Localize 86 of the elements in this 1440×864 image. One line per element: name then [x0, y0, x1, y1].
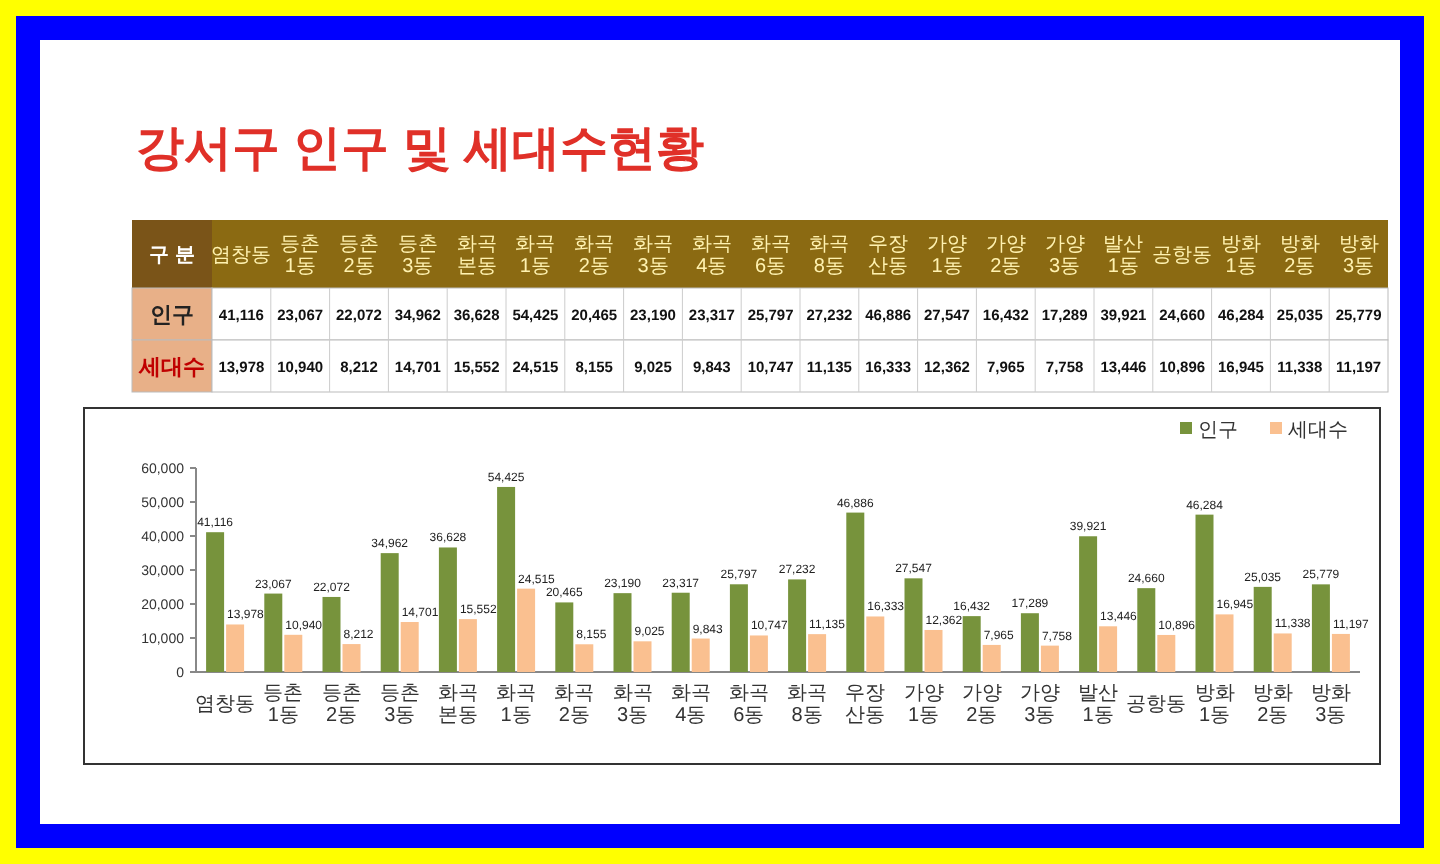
- x-tick-label: 방화1동: [1194, 683, 1235, 727]
- bar: [322, 596, 341, 672]
- category-label: 발산1동: [1103, 234, 1144, 278]
- bar: [1273, 633, 1292, 672]
- category-label: 가양3동: [1044, 234, 1085, 278]
- x-tick-label: 화곡3동: [612, 683, 653, 727]
- bar: [342, 644, 361, 672]
- bar: [206, 532, 225, 672]
- bar: [555, 602, 574, 672]
- bar: [729, 584, 748, 672]
- bar: [671, 592, 690, 672]
- bar: [438, 547, 457, 672]
- category-label: 등촌1동: [280, 234, 321, 278]
- x-tick-label: 방화2동: [1252, 683, 1293, 727]
- text: 인구: [150, 304, 194, 328]
- category-label: 화곡1동: [515, 234, 556, 278]
- category-label: 화곡4동: [691, 234, 732, 278]
- category-label: 방화2동: [1279, 234, 1320, 278]
- bar: [1157, 634, 1176, 672]
- x-tick-label: 등촌3동: [379, 683, 420, 727]
- category-label: 등촌2동: [339, 234, 379, 278]
- legend-label: 인구: [1198, 420, 1238, 442]
- x-tick-label: 화곡2동: [554, 683, 595, 727]
- category-label: 화곡본동: [456, 234, 497, 278]
- x-tick-label: 가양1동: [903, 683, 944, 727]
- text: 구 분: [149, 245, 195, 267]
- bar: [613, 593, 632, 672]
- x-tick-label: 가양3동: [1019, 683, 1060, 727]
- x-tick-label: 화곡4동: [670, 683, 711, 727]
- x-tick-label: 염창동: [195, 694, 256, 716]
- bar: [866, 616, 885, 672]
- legend-label: 세대수: [1288, 420, 1348, 442]
- text: 세대수: [139, 356, 205, 380]
- bar: [982, 644, 1001, 672]
- x-tick-label: 등촌2동: [321, 683, 362, 727]
- bar: [1215, 614, 1234, 672]
- bar: [1195, 514, 1214, 672]
- bar: [497, 486, 516, 672]
- bar: [264, 593, 283, 672]
- x-tick-label: 공항동: [1126, 694, 1187, 716]
- x-tick-label: 가양2동: [961, 683, 1002, 727]
- category-label: 화곡6동: [750, 234, 791, 278]
- category-label: 우장산동: [868, 234, 909, 278]
- category-label: 공항동: [1152, 245, 1213, 267]
- x-tick-label: 화곡1동: [496, 683, 537, 727]
- bar: [788, 579, 807, 672]
- category-label: 등촌3동: [397, 234, 438, 278]
- category-label: 방화3동: [1338, 234, 1379, 278]
- bar: [517, 588, 536, 672]
- bar: [458, 619, 477, 672]
- bar: [1137, 588, 1156, 672]
- bar: [575, 644, 594, 672]
- bar: [1079, 536, 1098, 672]
- x-tick-label: 화곡본동: [437, 683, 478, 727]
- bar: [846, 512, 865, 672]
- bar: [1099, 626, 1118, 672]
- bar: [1253, 586, 1272, 672]
- bar: [691, 638, 710, 672]
- bar: [904, 578, 923, 672]
- bar: [1331, 633, 1350, 672]
- category-label: 가양1동: [927, 234, 967, 278]
- bar: [749, 635, 768, 672]
- x-tick-label: 발산1동: [1078, 683, 1119, 727]
- category-label: 염창동: [211, 245, 272, 267]
- bar: [1311, 584, 1330, 672]
- bar: [1020, 613, 1039, 672]
- category-label: 가양2동: [985, 234, 1026, 278]
- x-tick-label: 방화3동: [1310, 683, 1351, 727]
- category-label: 화곡8동: [809, 234, 850, 278]
- bar: [400, 622, 419, 672]
- category-label: 화곡2동: [574, 234, 615, 278]
- bar: [226, 624, 245, 672]
- bar: [284, 634, 303, 672]
- category-label: 화곡3동: [633, 234, 673, 278]
- x-tick-label: 화곡8동: [787, 683, 828, 727]
- x-tick-label: 화곡6동: [728, 683, 769, 727]
- x-tick-label: 우장산동: [845, 683, 886, 727]
- chart-title: 강서구 인구 및 세대수현황: [136, 122, 705, 176]
- bar: [1040, 645, 1059, 672]
- bar: [380, 553, 399, 672]
- x-tick-label: 등촌1동: [263, 683, 304, 727]
- bar: [808, 634, 827, 672]
- bar: [962, 616, 981, 672]
- bar: [633, 641, 652, 672]
- category-label: 방화1동: [1221, 234, 1261, 278]
- bar: [924, 629, 943, 672]
